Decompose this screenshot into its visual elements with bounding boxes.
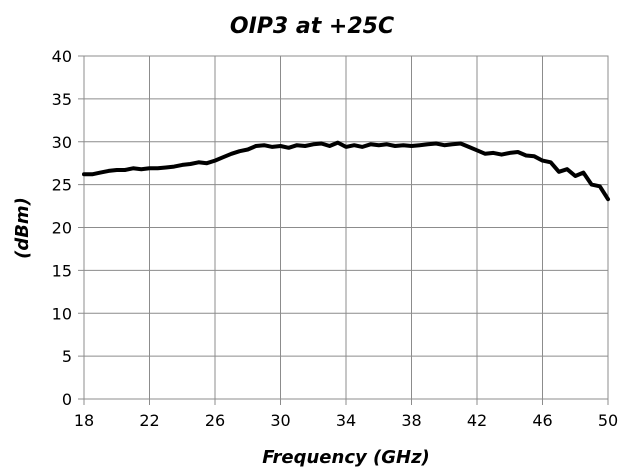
y-tick-label: 5 [62, 347, 72, 366]
x-tick-label: 50 [598, 411, 618, 430]
x-tick-label: 18 [74, 411, 94, 430]
y-tick-label: 25 [52, 176, 72, 195]
grid [83, 55, 609, 400]
x-tick-label: 26 [205, 411, 225, 430]
y-tick-label: 20 [52, 219, 72, 238]
chart-title: OIP3 at +25C [230, 14, 394, 39]
x-tick-label: 42 [467, 411, 487, 430]
x-tick-label: 38 [401, 411, 421, 430]
y-tick-label: 40 [52, 47, 72, 66]
y-tick-label: 35 [52, 90, 72, 109]
x-tick-label: 22 [139, 411, 159, 430]
x-tick-label: 30 [270, 411, 290, 430]
y-axis-label: (dBm) [12, 197, 33, 259]
y-tick-label: 0 [62, 390, 72, 409]
x-axis-label: Frequency (GHz) [262, 447, 430, 468]
x-tick-label: 46 [532, 411, 552, 430]
series-layer [82, 140, 610, 202]
oip3-series-line [82, 140, 610, 202]
x-tick-label: 34 [336, 411, 356, 430]
y-tick-label: 30 [52, 133, 72, 152]
y-axis: 0 5 10 15 20 25 30 35 40 [52, 47, 84, 409]
y-tick-label: 10 [52, 304, 72, 323]
x-axis: 18 22 26 30 34 38 42 46 50 [74, 399, 618, 430]
y-tick-label: 15 [52, 261, 72, 280]
